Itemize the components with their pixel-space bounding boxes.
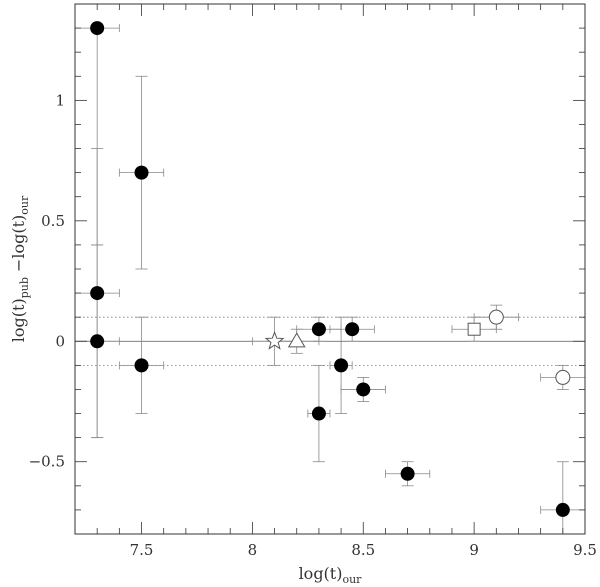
data-point-filled-circle <box>334 358 349 373</box>
data-point-open-square <box>467 322 481 336</box>
tick-labels: 7.5 8 8.5 9 9.5 −0.5 0 0.5 1 <box>29 91 597 559</box>
data-point-filled-circle <box>400 466 415 481</box>
data-point-filled-circle <box>90 21 105 36</box>
y-axis-title: log(t)pub −log(t)our <box>9 195 31 342</box>
data-point-filled-circle <box>90 334 105 349</box>
x-axis-title: log(t)our <box>299 564 363 586</box>
data-point-filled-circle <box>345 322 360 337</box>
y-tick-label: −0.5 <box>29 453 65 471</box>
data-point-filled-circle <box>311 406 326 421</box>
y-axis-title-sub2: our <box>18 195 31 215</box>
x-axis-title-base: log(t) <box>299 564 343 583</box>
data-point-filled-circle <box>134 165 149 180</box>
reference-lines <box>75 316 585 366</box>
data-point-filled-circle <box>90 286 105 301</box>
data-point-open-circle <box>555 369 571 385</box>
data-markers <box>90 21 571 517</box>
x-tick-label: 8.5 <box>351 541 375 559</box>
y-axis-title-mid: −log(t) <box>9 215 28 277</box>
y-tick-label: 0 <box>55 332 65 350</box>
data-point-filled-circle <box>134 358 149 373</box>
x-tick-label: 9.5 <box>573 541 597 559</box>
data-point-filled-circle <box>356 382 371 397</box>
data-point-filled-circle <box>311 322 326 337</box>
x-tick-label: 7.5 <box>130 541 154 559</box>
plot-frame <box>74 3 586 535</box>
axis-ticks <box>74 3 586 535</box>
error-bars <box>74 24 586 535</box>
x-tick-label: 8 <box>248 541 258 559</box>
y-axis-title-sub1: pub <box>18 277 31 298</box>
data-point-filled-circle <box>555 502 570 517</box>
x-tick-label: 9 <box>469 541 479 559</box>
data-point-open-circle <box>488 309 504 325</box>
y-axis-title-base: log(t) <box>9 298 28 342</box>
x-axis-title-sub: our <box>342 573 362 586</box>
data-point-open-triangle <box>287 332 306 348</box>
y-tick-label: 0.5 <box>41 212 65 230</box>
data-point-open-star <box>264 330 285 350</box>
y-tick-label: 1 <box>55 91 65 109</box>
